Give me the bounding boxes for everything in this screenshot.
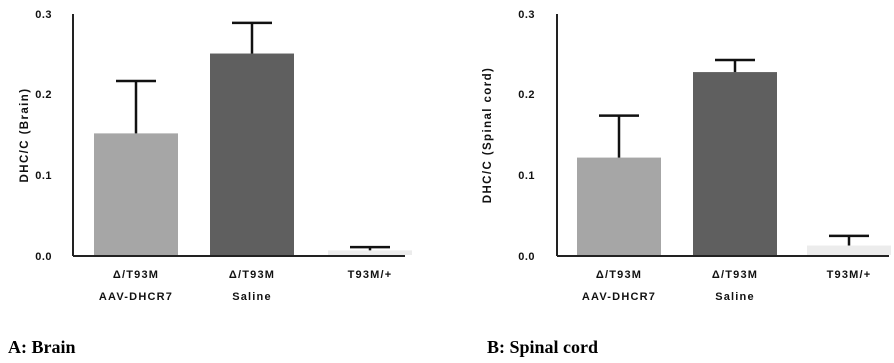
y-axis-label: DHC/C (Spinal cord)	[482, 67, 494, 204]
bar	[577, 158, 661, 255]
y-tick-label: 0.2	[518, 89, 535, 101]
category-label: T93M/+	[348, 269, 393, 281]
bar	[328, 250, 412, 255]
category-label: AAV-DHCR7	[582, 291, 656, 303]
y-axis-label: DHC/C (Brain)	[19, 88, 31, 183]
y-tick-label: 0.3	[35, 9, 52, 21]
y-tick-label: 0.3	[518, 9, 535, 21]
y-tick-label: 0.0	[518, 251, 535, 263]
category-label: Δ/T93M	[113, 269, 159, 281]
bar	[210, 54, 294, 255]
y-tick-label: 0.0	[35, 251, 52, 263]
category-label: Saline	[715, 291, 755, 303]
category-label: Saline	[232, 291, 272, 303]
bar	[94, 133, 178, 255]
category-label: Δ/T93M	[596, 269, 642, 281]
category-label: T93M/+	[827, 269, 872, 281]
bar	[693, 72, 777, 255]
category-label: AAV-DHCR7	[99, 291, 173, 303]
bar-series	[577, 60, 891, 255]
panel-caption: A: Brain	[8, 337, 76, 357]
category-label: Δ/T93M	[712, 269, 758, 281]
y-tick-label: 0.1	[518, 170, 535, 182]
category-label: Δ/T93M	[229, 269, 275, 281]
bar-series	[94, 23, 412, 255]
bar	[807, 246, 891, 255]
y-tick-label: 0.1	[35, 170, 52, 182]
panel-brain: 0.0 0.1 0.2 0.3 DHC/C (Brain) Δ/T93M AAV…	[8, 9, 412, 357]
panel-caption: B: Spinal cord	[487, 337, 598, 357]
y-tick-label: 0.2	[35, 89, 52, 101]
panel-spinal-cord: 0.0 0.1 0.2 0.3 DHC/C (Spinal cord) Δ/T9…	[482, 9, 891, 357]
